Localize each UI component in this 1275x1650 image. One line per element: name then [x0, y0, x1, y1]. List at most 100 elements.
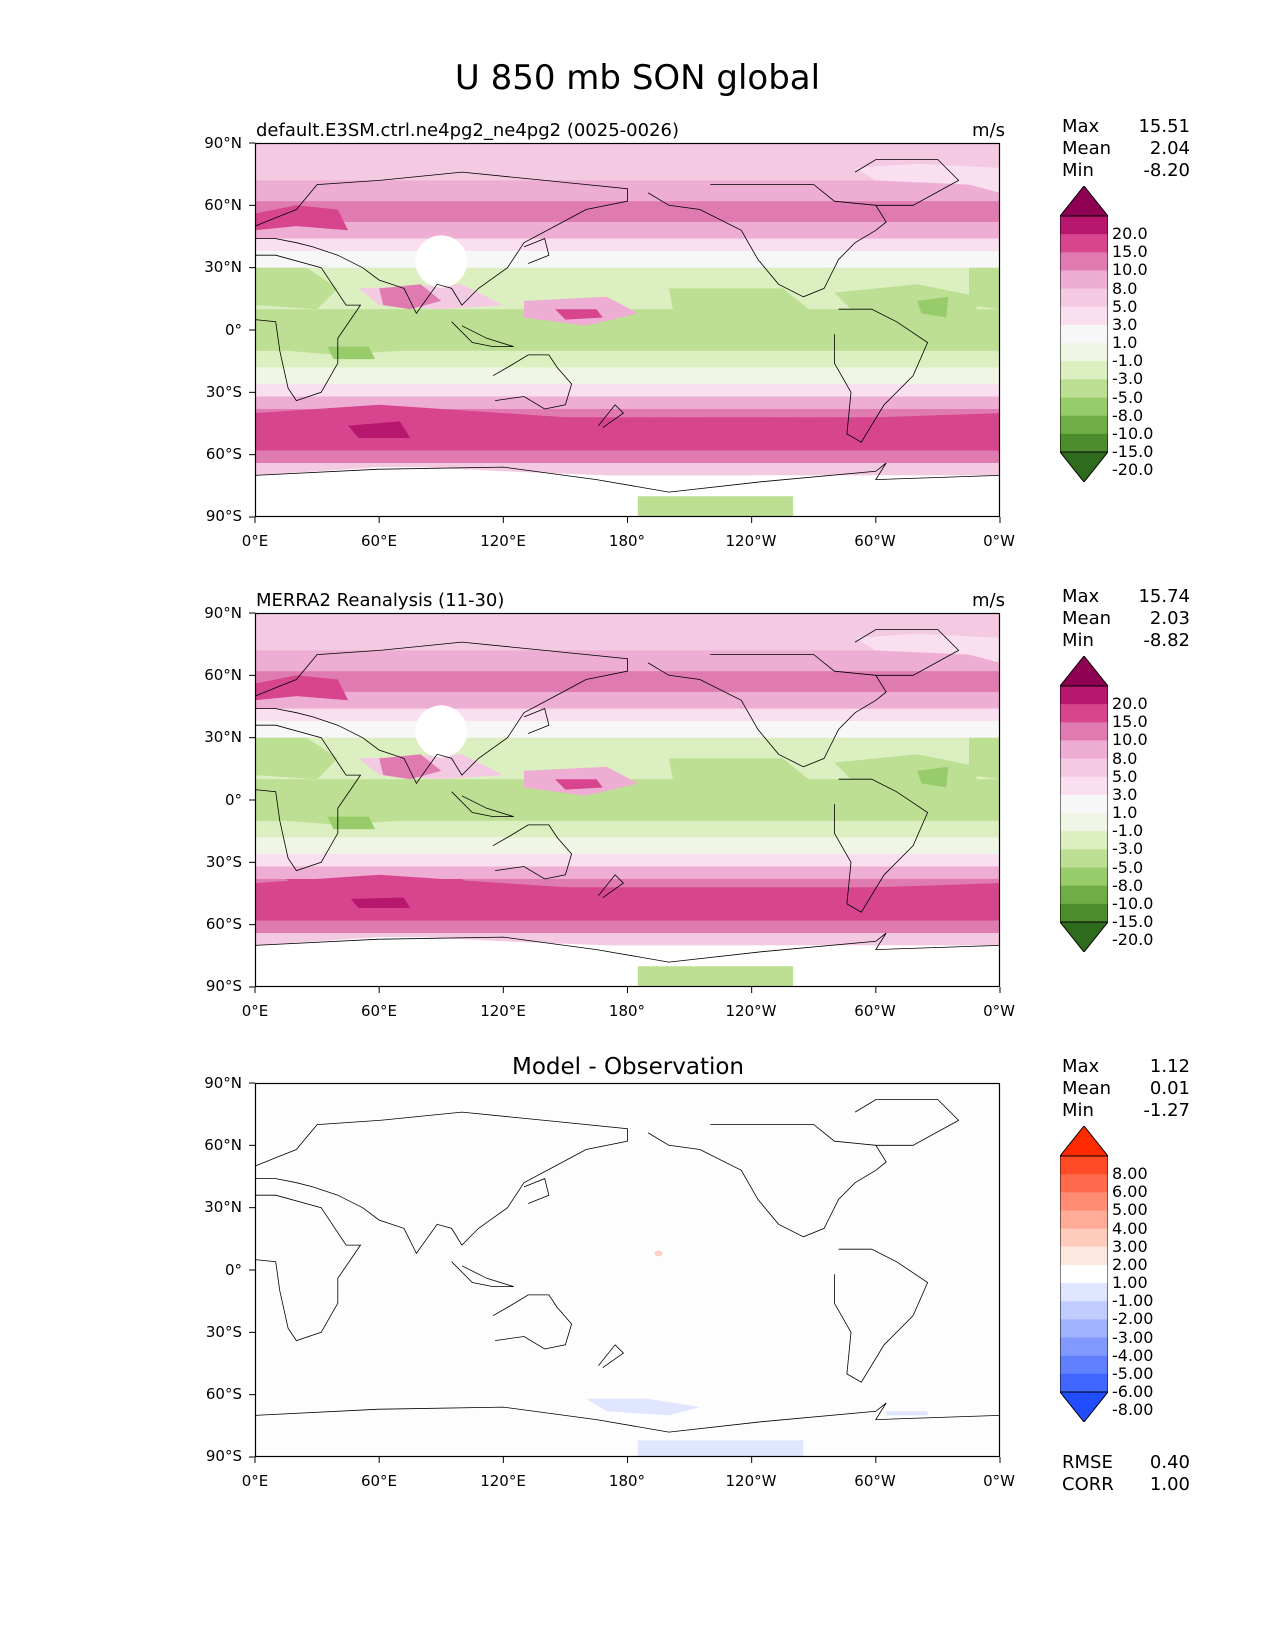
- colorbar-segment: [1060, 813, 1108, 832]
- coastline: [834, 308, 929, 443]
- coastline-japan: [523, 708, 550, 734]
- field-contour: [255, 737, 338, 780]
- coastline: [451, 321, 514, 348]
- stats-box: Max 15.74 Mean 2.03 Min -8.82: [1062, 586, 1190, 652]
- stat-min: -8.20: [1143, 160, 1190, 181]
- colorbar-segment: [1060, 1246, 1108, 1266]
- coastline: [254, 254, 362, 402]
- stat-label: Max: [1062, 1056, 1100, 1077]
- colorbar-segment: [1060, 758, 1108, 778]
- stat-min: -1.27: [1143, 1100, 1190, 1121]
- field-band: [255, 367, 1000, 385]
- coastline: [598, 874, 625, 899]
- colorbar-tick-label: 15.0: [1112, 712, 1148, 732]
- colorbar-segment: [1060, 343, 1108, 362]
- y-tick: 30°S: [205, 853, 242, 871]
- x-tick: 0°E: [241, 532, 269, 550]
- colorbar-extend-max: [1060, 656, 1108, 687]
- colorbar-tick-label: -4.00: [1112, 1345, 1154, 1365]
- coastline: [254, 641, 628, 785]
- diff-contour: [654, 1250, 663, 1257]
- field-contour: [255, 937, 1000, 987]
- x-tick: 120°W: [725, 532, 777, 550]
- field-band: [255, 221, 1000, 240]
- coastline: [254, 1111, 628, 1255]
- x-tick: 0°E: [241, 1002, 269, 1020]
- colorbar-frame: [1060, 685, 1108, 923]
- field-band: [255, 721, 1000, 739]
- colorbar-segment: [1060, 1301, 1108, 1320]
- coastline: [647, 1124, 887, 1238]
- field-contour: [255, 267, 338, 310]
- x-tick: 60°W: [854, 1002, 896, 1020]
- colorbar-tick-label: -10.0: [1112, 423, 1154, 443]
- colorbar-tick-label: -15.0: [1112, 912, 1154, 931]
- colorbar: [1060, 656, 1108, 952]
- colorbar-tick-label: -5.0: [1112, 857, 1144, 877]
- field-band: [255, 251, 1000, 269]
- coastline: [492, 1294, 573, 1350]
- panel-title: MERRA2 Reanalysis (11-30): [256, 590, 505, 611]
- x-tick: 0°E: [241, 1472, 269, 1490]
- coastline: [492, 354, 573, 410]
- x-tick: 60°E: [360, 1472, 398, 1490]
- colorbar-extend-min: [1060, 1391, 1108, 1422]
- colorbar-tick-label: 3.0: [1112, 784, 1138, 804]
- x-tick: 0°W: [983, 532, 1015, 550]
- map-frame: [254, 142, 1001, 518]
- colorbar-segment: [1060, 722, 1108, 741]
- stat-label: Mean: [1062, 608, 1112, 629]
- y-tick: 0°: [224, 321, 242, 339]
- x-tick: 120°E: [480, 1002, 526, 1020]
- colorbar-segment: [1060, 216, 1108, 235]
- field-band: [255, 878, 1000, 888]
- colorbar-segment: [1060, 361, 1108, 380]
- field-contour: [855, 163, 1000, 193]
- map-obs: [249, 612, 1001, 993]
- colorbar-tick-label: 20.0: [1112, 694, 1148, 714]
- panel-diff: Model - Observation 90°N 60°N 30°N 0° 30…: [0, 1054, 1275, 1520]
- colorbar-tick-label: -10.0: [1112, 893, 1154, 913]
- coastline: [598, 1344, 625, 1369]
- field-contour: [286, 879, 483, 900]
- y-tick: 30°S: [205, 1323, 242, 1341]
- stat-label: Min: [1062, 1100, 1094, 1121]
- field-band: [255, 866, 1000, 880]
- y-tick: 60°S: [205, 915, 242, 933]
- metrics-box: RMSE 0.40 CORR 1.00: [1062, 1452, 1190, 1496]
- y-tick: 90°S: [205, 507, 242, 525]
- colorbar-tick-label: 10.0: [1112, 730, 1148, 750]
- field-band: [255, 920, 1000, 934]
- coastline: [598, 404, 625, 429]
- y-tick: 60°S: [205, 445, 242, 463]
- field-contour: [286, 804, 400, 825]
- colorbar-tick-label: 4.00: [1112, 1218, 1148, 1238]
- field-band: [255, 267, 1000, 285]
- stat-label: Min: [1062, 160, 1094, 181]
- field-contour: [555, 309, 603, 320]
- colorbar-segment: [1060, 1264, 1108, 1284]
- colorbar-segment: [1060, 903, 1108, 923]
- stat-max: 15.51: [1138, 116, 1190, 137]
- diff-contour: [586, 1398, 700, 1416]
- field-contour: [555, 779, 603, 790]
- field-contour: [286, 334, 400, 355]
- colorbar-tick-label: -5.00: [1112, 1363, 1154, 1383]
- coastline: [451, 1261, 514, 1288]
- panel-units: m/s: [972, 120, 1005, 141]
- y-tick: 60°N: [204, 1136, 242, 1154]
- stat-label: Min: [1062, 630, 1094, 651]
- coastline-japan: [523, 238, 550, 264]
- panel-title: Model - Observation: [511, 1054, 745, 1080]
- y-tick: 60°N: [204, 196, 242, 214]
- y-tick: 90°N: [204, 604, 242, 622]
- coastline-japan: [523, 1178, 550, 1204]
- panel-obs: MERRA2 Reanalysis (11-30) m/s 90°N 60°N …: [0, 586, 1275, 1050]
- colorbar-segment: [1060, 1373, 1108, 1393]
- colorbar-tick-label: 1.0: [1112, 803, 1138, 823]
- stat-mean: 0.01: [1149, 1078, 1190, 1099]
- colorbar-tick-label: -8.0: [1112, 875, 1144, 895]
- x-tick: 180°: [608, 1002, 646, 1020]
- colorbar-frame: [1060, 215, 1108, 453]
- rmse-value: 0.40: [1149, 1452, 1190, 1473]
